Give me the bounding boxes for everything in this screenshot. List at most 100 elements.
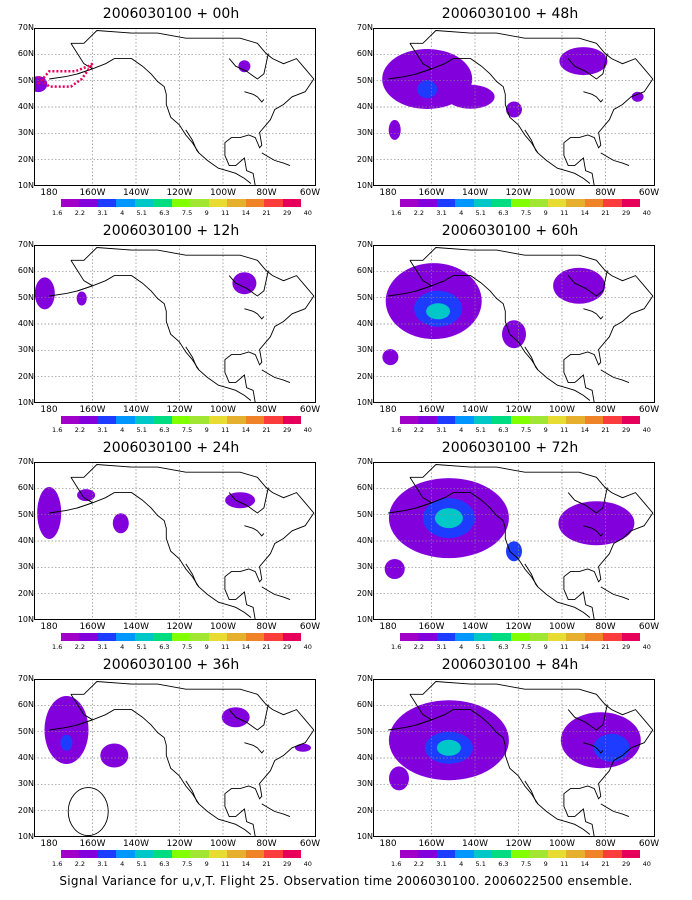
colorbar-swatch (455, 633, 474, 641)
map-frame (373, 679, 655, 837)
colorbar-label: 11 (221, 860, 230, 868)
x-tick-label: 120W (166, 839, 193, 849)
colorbar-swatch (603, 416, 622, 424)
variance-region (60, 734, 73, 751)
colorbar-label: 9 (204, 643, 209, 651)
colorbar-swatch (547, 850, 567, 858)
colorbar (61, 633, 302, 641)
colorbar-swatch (510, 850, 530, 858)
colorbar-label: 6.3 (159, 209, 170, 217)
y-tick-label: 40N (356, 753, 373, 762)
colorbar-swatch (510, 633, 530, 641)
map-svg (34, 679, 316, 837)
colorbar-swatch (282, 199, 302, 207)
variance-region (44, 696, 89, 764)
colorbar-label: 14 (580, 426, 589, 434)
variance-region (446, 84, 495, 109)
colorbar-label: 2.2 (74, 860, 86, 868)
y-tick-label: 50N (356, 292, 373, 302)
colorbar-label: 40 (303, 426, 312, 434)
y-tick-label: 30N (356, 562, 373, 572)
y-tick-label: 40N (356, 319, 373, 328)
coastline (416, 275, 591, 401)
coastline (524, 780, 539, 805)
variance-region (77, 489, 96, 502)
map-area (373, 245, 655, 403)
colorbar-swatch (529, 633, 548, 641)
colorbar-label: 14 (580, 209, 589, 217)
x-tick-label: 180 (379, 622, 397, 632)
colorbar-label: 4 (120, 860, 125, 868)
y-tick-label: 70N (17, 457, 34, 466)
colorbar-label: 21 (601, 643, 610, 651)
x-tick-label: 160W (418, 188, 445, 198)
coastline (409, 681, 654, 837)
colorbar-swatch (245, 633, 265, 641)
colorbar-label: 11 (560, 643, 569, 651)
variance-region (631, 91, 644, 102)
colorbar-label: 3.1 (97, 860, 108, 868)
hawaii-circle (67, 787, 109, 836)
colorbar-swatch (245, 416, 265, 424)
variance-region (417, 80, 438, 99)
colorbar-label: 21 (262, 860, 271, 868)
x-tick-label: 60W (638, 839, 660, 849)
coastline (567, 53, 608, 80)
colorbar-swatch (547, 199, 567, 207)
coastline (261, 803, 291, 818)
colorbar-label: 4 (459, 426, 464, 434)
colorbar-swatch (134, 850, 154, 858)
coastline (524, 563, 539, 588)
coastline (77, 275, 252, 401)
y-tick-label: 40N (17, 319, 34, 328)
y-tick-label: 10N (356, 615, 373, 624)
coastline (416, 492, 591, 618)
variance-region (502, 320, 526, 349)
map-area (34, 462, 316, 620)
x-tick-label: 80W (595, 405, 616, 415)
colorbar-label: 3.1 (97, 426, 108, 434)
colorbar-swatch (436, 850, 456, 858)
colorbar-swatch (61, 633, 80, 641)
y-tick-label: 40N (356, 102, 373, 111)
colorbar-swatch (97, 416, 117, 424)
colorbar-label: 4 (120, 209, 125, 217)
colorbar-swatch (436, 199, 456, 207)
colorbar-swatch (436, 416, 456, 424)
y-tick-label: 10N (356, 398, 373, 407)
colorbar-label: 2.2 (74, 426, 86, 434)
map-frame (34, 679, 316, 837)
variance-region (295, 743, 311, 752)
colorbar-label: 9 (204, 209, 209, 217)
colorbar-label: 4 (120, 643, 125, 651)
map-svg (373, 28, 655, 186)
colorbar-label: 3.1 (97, 209, 108, 217)
y-tick-label: 70N (356, 674, 373, 683)
colorbar-label: 5.1 (475, 860, 486, 868)
colorbar-label: 11 (560, 209, 569, 217)
colorbar-swatch (97, 633, 117, 641)
map-panel: 2006030100 + 72h 70N 60N 50N 40N 30N 20N 10N 180… (345, 434, 675, 651)
colorbar-label: 9 (543, 643, 548, 651)
variance-region (382, 349, 399, 366)
colorbar-swatch (134, 633, 154, 641)
colorbar-swatch (603, 199, 622, 207)
x-tick-label: 100W (548, 405, 576, 415)
colorbar-swatch (455, 199, 474, 207)
colorbar-swatch (282, 850, 302, 858)
panel-title: 2006030100 + 72h (441, 440, 579, 456)
coastline (388, 694, 433, 731)
colorbar-label: 3.1 (436, 426, 447, 434)
variance-region (34, 277, 55, 310)
colorbar-label: 14 (241, 860, 250, 868)
colorbar-swatch (400, 199, 419, 207)
panel-title: 2006030100 + 00h (102, 6, 240, 22)
colorbar-labels: 1.6 2.2 3.1 4 5.1 6.3 7.5 9 11 14 21 29 40 (52, 860, 312, 868)
panel-title: 2006030100 + 60h (441, 223, 579, 239)
coastline (261, 369, 291, 384)
variance-region (559, 47, 608, 76)
colorbar-label: 7.5 (520, 643, 532, 651)
colorbar-label: 21 (262, 426, 271, 434)
y-tick-label: 50N (17, 75, 34, 85)
y-tick-label: 10N (17, 181, 34, 190)
